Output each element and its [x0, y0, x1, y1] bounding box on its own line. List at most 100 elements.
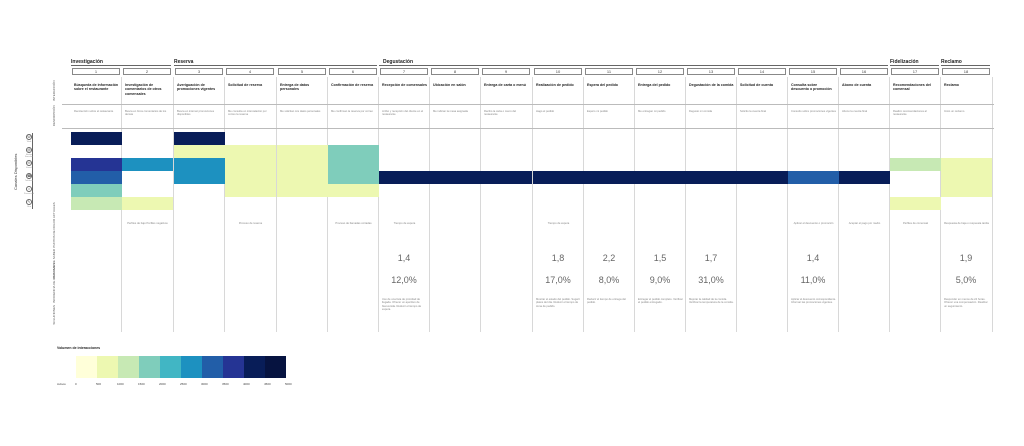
- heatmap-cell: [71, 171, 122, 184]
- column-divider: [173, 77, 174, 332]
- stage-number-1: 1: [72, 68, 120, 75]
- stage-title: Realización de pedido: [536, 83, 574, 87]
- score-value: 1,4: [397, 253, 411, 263]
- incidence-value: 9,0%: [649, 275, 671, 285]
- channel-label: Redes Sociales: [24, 154, 34, 158]
- heatmap-cell: [635, 171, 686, 184]
- heatmap-cell: [941, 171, 992, 184]
- legend-tick-label: 5000: [285, 382, 292, 386]
- solution-text: Uso de una lista de prioridad de llegada…: [382, 298, 422, 312]
- column-divider: [327, 77, 328, 332]
- column-divider: [992, 77, 993, 332]
- heatmap-cell: [71, 184, 122, 197]
- heatmap-cell: [737, 171, 788, 184]
- stage-description: Recibo la carta o menú del restaurante: [484, 110, 516, 117]
- score-value: 1,7: [704, 253, 718, 263]
- legend-tick-label: 4000: [243, 382, 250, 386]
- stage-title: Solicitud de reserva: [228, 83, 263, 87]
- pain-point: Respuesta de baja o respuesta tardía: [944, 222, 989, 225]
- heatmap-cell: [277, 158, 328, 171]
- column-divider: [583, 77, 584, 332]
- legend-row-label: Avisos: [57, 382, 66, 386]
- legend-tick-label: 1000: [117, 382, 124, 386]
- stage-title: Ubicación en salón: [433, 83, 466, 87]
- stage-description: Solicito la cuenta final: [740, 110, 766, 113]
- solution-text: Mejorar la calidad de la comida. Verific…: [689, 298, 734, 305]
- column-divider: [685, 77, 686, 332]
- stage-description: Me consulta un intercalación por correo …: [228, 110, 267, 117]
- stage-description: Consulto sobre promociones vigentes: [791, 110, 836, 113]
- pain-point: Proceso de reserva: [238, 222, 263, 225]
- stage-title: Confirmación de reserva: [331, 83, 374, 87]
- heatmap-cell: [839, 171, 890, 184]
- channel-1-icon: @: [26, 147, 32, 153]
- legend-swatch: [118, 356, 139, 378]
- stage-number-13: 13: [687, 68, 735, 75]
- stage-description: Realizo recomendaciones al restaurante: [893, 110, 927, 117]
- incidence-value: 12,0%: [391, 275, 417, 285]
- heatmap-cell: [941, 158, 992, 171]
- stage-title: Entrega de carta o menú: [484, 83, 526, 87]
- stage-description: Hago el pedido: [536, 110, 555, 113]
- stage-number-7: 7: [380, 68, 428, 75]
- heatmap-cell: [328, 158, 379, 171]
- channels-row-label: Canales Disponibles: [13, 153, 19, 191]
- column-divider: [787, 77, 788, 332]
- stage-title: Recomendaciones del comensal: [893, 83, 931, 92]
- heatmap-cell: [430, 171, 481, 184]
- solution-text: Aplicar el descuento correspondiente. In…: [791, 298, 836, 305]
- legend-swatch: [97, 356, 118, 378]
- stage-description: Inicio un reclamo: [944, 110, 965, 113]
- incidence-value: 8,0%: [598, 275, 620, 285]
- legend-tick-label: 3000: [201, 382, 208, 386]
- stage-number-15: 15: [789, 68, 837, 75]
- stage-number-5: 5: [278, 68, 326, 75]
- row-divider: [62, 128, 994, 129]
- score-value: 1,8: [551, 253, 565, 263]
- incidence-value: 17,0%: [545, 275, 571, 285]
- legend-swatch: [76, 356, 97, 378]
- stage-number-11: 11: [585, 68, 633, 75]
- legend-tick-label: 0: [75, 382, 77, 386]
- legend-tick-label: 4500: [264, 382, 271, 386]
- stage-number-10: 10: [534, 68, 582, 75]
- stage-title: Solicitud de cuenta: [740, 83, 773, 87]
- phase-divider: [174, 65, 377, 66]
- column-divider: [634, 77, 635, 332]
- legend-swatch: [202, 356, 223, 378]
- heatmap-cell: [481, 171, 532, 184]
- legend-swatch: [244, 356, 265, 378]
- heatmap-cell: [584, 171, 635, 184]
- phase-label: Reclamo: [941, 59, 962, 65]
- stage-title: Espera del pedido: [587, 83, 618, 87]
- stage-description: Abono la cuenta final: [842, 110, 868, 113]
- pain-point: Aplicar el descuento o promoción: [793, 222, 834, 225]
- stage-description: Me entregan mi pedido: [638, 110, 666, 113]
- column-divider: [838, 77, 839, 332]
- stage-number-18: 18: [942, 68, 990, 75]
- heatmap-cell: [277, 171, 328, 184]
- stage-title: Recepción de comensales: [382, 83, 427, 87]
- phase-label: Degustación: [383, 59, 414, 65]
- pain-point: Tiempo de espera: [393, 222, 416, 225]
- solution-text: Mostrar el estado del pedido. Sugerir pl…: [536, 298, 581, 308]
- stage-number-9: 9: [482, 68, 530, 75]
- heatmap-cell: [174, 158, 225, 171]
- score-value: 1,5: [653, 253, 667, 263]
- phase-divider: [941, 65, 990, 66]
- stage-title: Averiguación de promociones vigentes: [177, 83, 216, 92]
- channel-label: Teléfono: [24, 180, 34, 182]
- score-value: 2,2: [602, 253, 616, 263]
- stage-number-3: 3: [175, 68, 223, 75]
- heatmap-cell: [174, 171, 225, 184]
- legend-tick-label: 3500: [222, 382, 229, 386]
- solution-text: Entregar el pedido completo. Verificar e…: [638, 298, 683, 305]
- legend-swatch: [181, 356, 202, 378]
- heatmap-cell: [533, 171, 584, 184]
- legend-tick-label: 500: [96, 382, 102, 386]
- heatmap-cell: [174, 132, 225, 145]
- stage-description: Busca en foros comentarios de los demás: [125, 110, 167, 117]
- legend-swatch: [223, 356, 244, 378]
- pain-point: Perfiles de bajo Perfiles negativos: [127, 222, 168, 225]
- heatmap-cell: [122, 197, 173, 210]
